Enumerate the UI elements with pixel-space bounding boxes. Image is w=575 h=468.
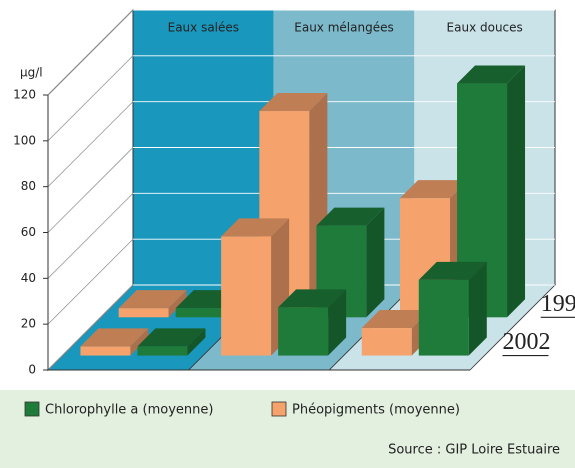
bar-front — [361, 328, 412, 356]
zone-label: Eaux douces — [447, 21, 523, 35]
grid-line — [47, 101, 134, 187]
y-tick-label: 0 — [28, 363, 36, 377]
grid-line — [47, 55, 134, 142]
bar-side — [366, 207, 385, 318]
grid-line — [47, 193, 134, 279]
bar — [221, 218, 290, 356]
legend-swatch — [271, 401, 287, 417]
y-tick-label: 100 — [13, 133, 36, 147]
legend-label: Phéopigments (moyenne) — [292, 403, 460, 418]
bar-top — [80, 328, 149, 347]
bar-front — [278, 307, 329, 356]
bar-side — [507, 65, 526, 318]
bar-top — [278, 289, 347, 308]
bar-front — [221, 236, 272, 356]
bar-front — [80, 346, 131, 356]
bar-top — [259, 93, 328, 112]
bar-front — [137, 346, 188, 356]
legend-swatch — [24, 401, 40, 417]
bar-side — [130, 328, 149, 356]
bar-side — [468, 261, 487, 356]
bar-top — [457, 65, 526, 84]
y-tick-label: 60 — [21, 225, 36, 239]
legend-label: Chlorophylle a (moyenne) — [45, 403, 213, 418]
bar-top — [361, 310, 430, 329]
row-label: 1996 — [541, 291, 575, 317]
bar — [418, 261, 487, 356]
grid-line — [47, 9, 134, 96]
bar-top — [400, 180, 469, 199]
y-tick-label: 20 — [21, 317, 36, 331]
bar-front — [418, 279, 469, 356]
grid-line — [47, 147, 134, 233]
bar-front — [118, 308, 169, 318]
y-tick-label: 120 — [13, 88, 36, 102]
bar-top — [221, 218, 290, 237]
bar-side — [168, 290, 187, 318]
grid-line — [47, 284, 134, 371]
bar — [278, 289, 347, 356]
bar-side — [187, 328, 206, 356]
bar-front — [175, 308, 226, 318]
bar-top — [316, 207, 385, 226]
bar — [137, 328, 206, 356]
zone-label: Eaux salées — [168, 21, 239, 35]
y-tick-label: 80 — [21, 179, 36, 193]
y-unit: µg/l — [20, 66, 43, 80]
grid-line — [47, 238, 134, 325]
bar — [118, 290, 187, 318]
bar-top — [418, 261, 487, 280]
bar-top — [137, 328, 206, 347]
legend-band — [0, 390, 575, 468]
bar-side — [328, 289, 347, 356]
bar-top — [118, 290, 187, 309]
source: Source : GIP Loire Estuaire — [388, 443, 560, 458]
y-tick-label: 40 — [21, 271, 36, 285]
zone-label: Eaux mélangées — [294, 21, 393, 35]
bar — [80, 328, 149, 356]
row-label: 2002 — [502, 329, 550, 355]
